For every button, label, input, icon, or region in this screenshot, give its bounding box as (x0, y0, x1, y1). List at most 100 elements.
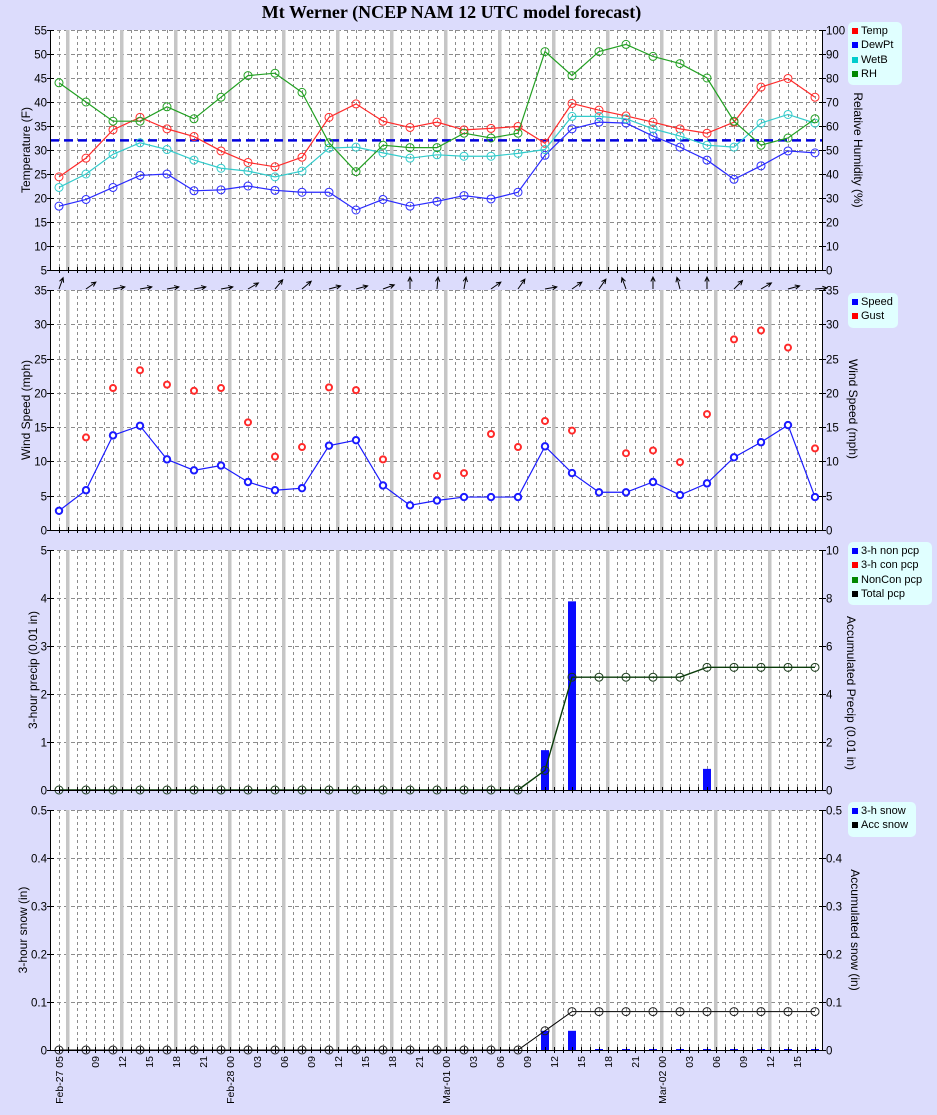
marker-rh (270, 68, 280, 78)
six-hour-band (282, 30, 286, 270)
marker-rh (810, 114, 820, 124)
marker-speed (486, 492, 496, 502)
y-tick-label-right: 70 (826, 98, 839, 110)
x-tick-label: 21 (630, 1056, 642, 1068)
y-tick-label-right: 2 (826, 738, 832, 750)
humidity-axis-title: Relative Humidity (%) (851, 92, 865, 208)
six-hour-band (174, 810, 178, 1050)
six-hour-band (660, 290, 664, 530)
marker-dewpt (675, 142, 685, 152)
marker-rh (243, 71, 253, 81)
six-hour-band (714, 810, 718, 1050)
x-tick-label: 15 (360, 1056, 372, 1068)
x-tick-label: 03 (468, 1056, 480, 1068)
wind-arrow-icon (220, 285, 234, 291)
marker-total-pcp (783, 662, 793, 672)
marker-temp (324, 112, 334, 122)
panel-precip: 0 1 2 3 4 5 0 2 4 6 8 10 (41, 546, 839, 798)
wind-arrow-icon (355, 284, 369, 290)
wetb-swatch-icon (852, 56, 858, 63)
legend-item-temp: Temp (852, 24, 899, 38)
line-dewpt (58, 121, 816, 211)
y-tick-label-right: 25 (826, 355, 839, 367)
six-hour-band (606, 290, 610, 530)
marker-rh (540, 47, 550, 57)
x-tick-label: 18 (603, 1056, 615, 1068)
y-tick-label-right: 0 (826, 526, 832, 538)
six-hour-band (390, 810, 394, 1050)
snow-axis-title: 3-hour snow (in) (16, 886, 30, 974)
y-tick-label-right: 4 (826, 690, 833, 702)
y-tick-label-right: 80 (826, 74, 839, 86)
wind-arrow-icon (382, 283, 396, 290)
line-temp (58, 77, 816, 178)
marker-speed (189, 466, 199, 475)
rh-swatch-icon (852, 71, 858, 78)
marker-speed (648, 477, 658, 487)
y-tick-label: 20 (34, 389, 47, 401)
wind-arrow-icon (598, 278, 607, 290)
marker-speed (54, 506, 64, 515)
marker-gust (676, 458, 684, 467)
legend-item-total-pcp: Total pcp (852, 587, 929, 601)
wind-arrow-icon (814, 285, 829, 291)
marker-gust (298, 443, 306, 452)
marker-dewpt (756, 161, 766, 171)
y-tick-label: 0.3 (31, 902, 47, 914)
x-tick-label: 06 (711, 1056, 723, 1068)
snow-legend: 3-h snow Acc snow (848, 802, 916, 837)
marker-rh (756, 140, 766, 150)
x-tick-label: Mar-02 00 (657, 1056, 669, 1104)
six-hour-band (552, 290, 556, 530)
wind-arrow-icon (704, 275, 710, 289)
six-hour-band (768, 550, 772, 790)
marker-acc-snow (702, 1007, 712, 1017)
marker-rh (594, 47, 604, 57)
legend-item-rh: RH (852, 67, 899, 81)
x-tick-label: 21 (198, 1056, 210, 1068)
six-hour-band (120, 550, 124, 790)
marker-gust (190, 386, 198, 395)
legend-label: WetB (861, 53, 888, 66)
y-tick-label-right: 20 (826, 389, 839, 401)
marker-speed (459, 492, 469, 502)
marker-wetb (648, 124, 658, 134)
six-hour-band (498, 290, 502, 530)
marker-wetb (594, 111, 604, 121)
temperature-legend: Temp DewPt WetB RH (848, 22, 902, 85)
six-hour-band (282, 810, 286, 1050)
marker-speed (405, 501, 415, 510)
marker-speed (216, 461, 226, 470)
marker-gust (325, 383, 333, 392)
marker-wetb (54, 182, 64, 192)
marker-gust (244, 418, 252, 427)
marker-speed (702, 479, 712, 488)
legend-item-con-pcp: 3-h con pcp (852, 558, 929, 572)
six-hour-band (552, 550, 556, 790)
marker-speed (108, 431, 118, 440)
six-hour-band (660, 30, 664, 270)
y-tick-label: 30 (34, 320, 47, 332)
marker-gust (136, 366, 144, 375)
marker-speed (783, 420, 793, 430)
marker-dewpt (783, 146, 793, 156)
marker-acc-snow (810, 1007, 820, 1017)
six-hour-band (336, 290, 340, 530)
marker-total-pcp (729, 662, 739, 672)
marker-gust (784, 343, 792, 352)
legend-label: 3-h snow (861, 805, 906, 817)
x-tick-label: 03 (684, 1056, 696, 1068)
legend-label: Temp (861, 25, 888, 37)
x-tick-label: 09 (738, 1056, 750, 1068)
marker-wetb (81, 169, 91, 179)
marker-wetb (270, 172, 280, 182)
marker-gust (757, 326, 765, 335)
marker-dewpt (810, 148, 820, 158)
y-tick-label-right: 0.5 (826, 806, 842, 818)
wind-arrow-icon (139, 285, 153, 291)
x-tick-label: 09 (306, 1056, 318, 1068)
marker-dewpt (567, 124, 577, 134)
legend-label: 3-h con pcp (861, 559, 919, 572)
marker-speed (81, 486, 91, 495)
